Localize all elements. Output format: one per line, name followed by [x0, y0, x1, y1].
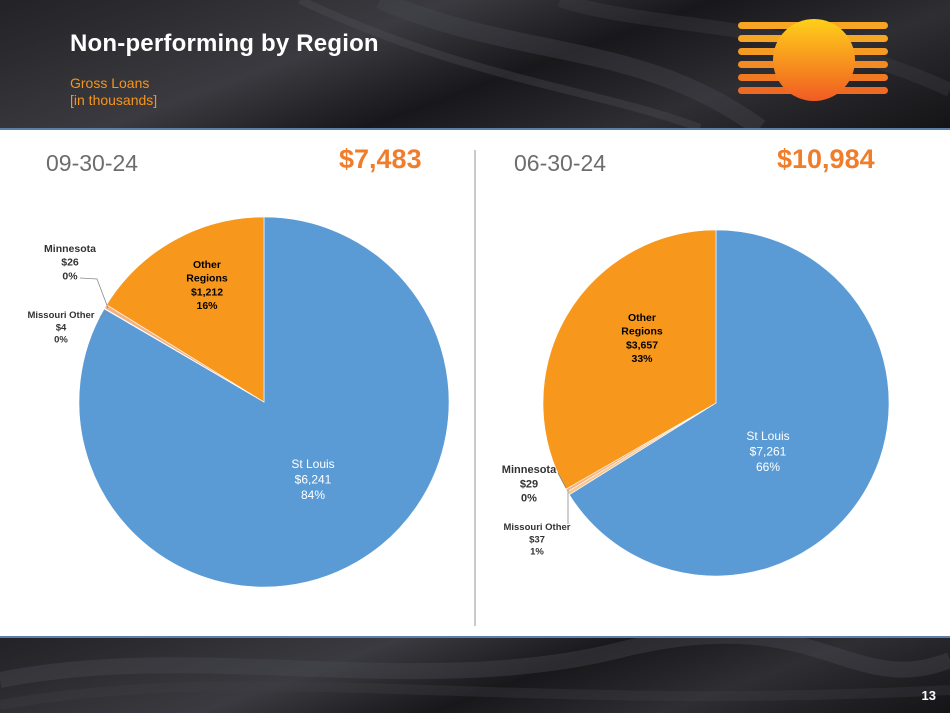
data-label-missouri-other: Missouri Other$37 1% [503, 522, 570, 558]
panel-divider [474, 150, 476, 626]
data-label-text: $37 [529, 534, 545, 545]
data-label-other-regions: Other Regions$1,212 16% [186, 259, 228, 312]
data-label-text: Minnesota [44, 243, 96, 255]
data-label-text: $1,212 [191, 286, 223, 298]
data-label-text: $3,657 [626, 339, 658, 351]
data-label-text: 0% [54, 335, 68, 346]
subtitle-line-2: [in thousands] [70, 92, 158, 108]
data-label-text: 0% [62, 270, 78, 282]
page-title: Non-performing by Region [70, 30, 379, 57]
pie-slice-st-louis [568, 229, 890, 577]
data-label-text: Regions [621, 326, 663, 338]
data-label-text: 0% [521, 493, 537, 505]
data-label-text: 84% [301, 488, 325, 502]
total-sep: $7,483 [339, 144, 422, 174]
data-label-text: $4 [56, 322, 67, 333]
charts-panel: 09-30-24 $7,483 06-30-24 $10,984 St Loui… [0, 128, 950, 638]
data-label-text: 66% [756, 460, 780, 474]
data-label-text: Regions [186, 273, 228, 285]
data-label-text: $26 [61, 257, 79, 269]
data-label-text: Other [193, 259, 221, 271]
total-jun: $10,984 [777, 144, 875, 174]
data-label-missouri-other: Missouri Other$4 0% [27, 310, 94, 346]
leader-line-minnesota [79, 277, 109, 309]
data-label-text: 1% [530, 547, 544, 558]
data-label-text: Missouri Other [503, 522, 570, 533]
data-label-text: 16% [196, 300, 218, 312]
date-label-jun: 06-30-24 [514, 150, 607, 176]
data-label-text: $6,241 [295, 473, 332, 487]
data-label-text: Other [628, 312, 656, 324]
leader-line-missouri-other [99, 311, 108, 318]
subtitle: Gross Loans [in thousands] [70, 75, 157, 109]
data-label-text: Minnesota [502, 464, 557, 476]
data-label-minnesota: Minnesota $29 0% [502, 464, 557, 505]
data-label-text: St Louis [291, 457, 334, 471]
data-label-minnesota: Minnesota $260% [44, 243, 96, 282]
footer-background [0, 638, 950, 713]
date-label-sep: 09-30-24 [46, 150, 139, 176]
subtitle-line-1: Gross Loans [70, 75, 150, 91]
leader-line-minnesota [557, 472, 567, 489]
data-label-other-regions: Other Regions$3,657 33% [621, 312, 663, 365]
data-label-text: $29 [520, 478, 538, 490]
data-label-text: 33% [631, 353, 653, 365]
data-label-text: $7,261 [750, 445, 787, 459]
data-label-text: St Louis [746, 429, 789, 443]
pie-slice-other-regions [106, 216, 265, 403]
sun-logo-icon [738, 19, 888, 101]
data-label-text: Missouri Other [27, 310, 94, 321]
pie-slice-other-regions [542, 229, 717, 490]
page-number: 13 [921, 688, 936, 703]
